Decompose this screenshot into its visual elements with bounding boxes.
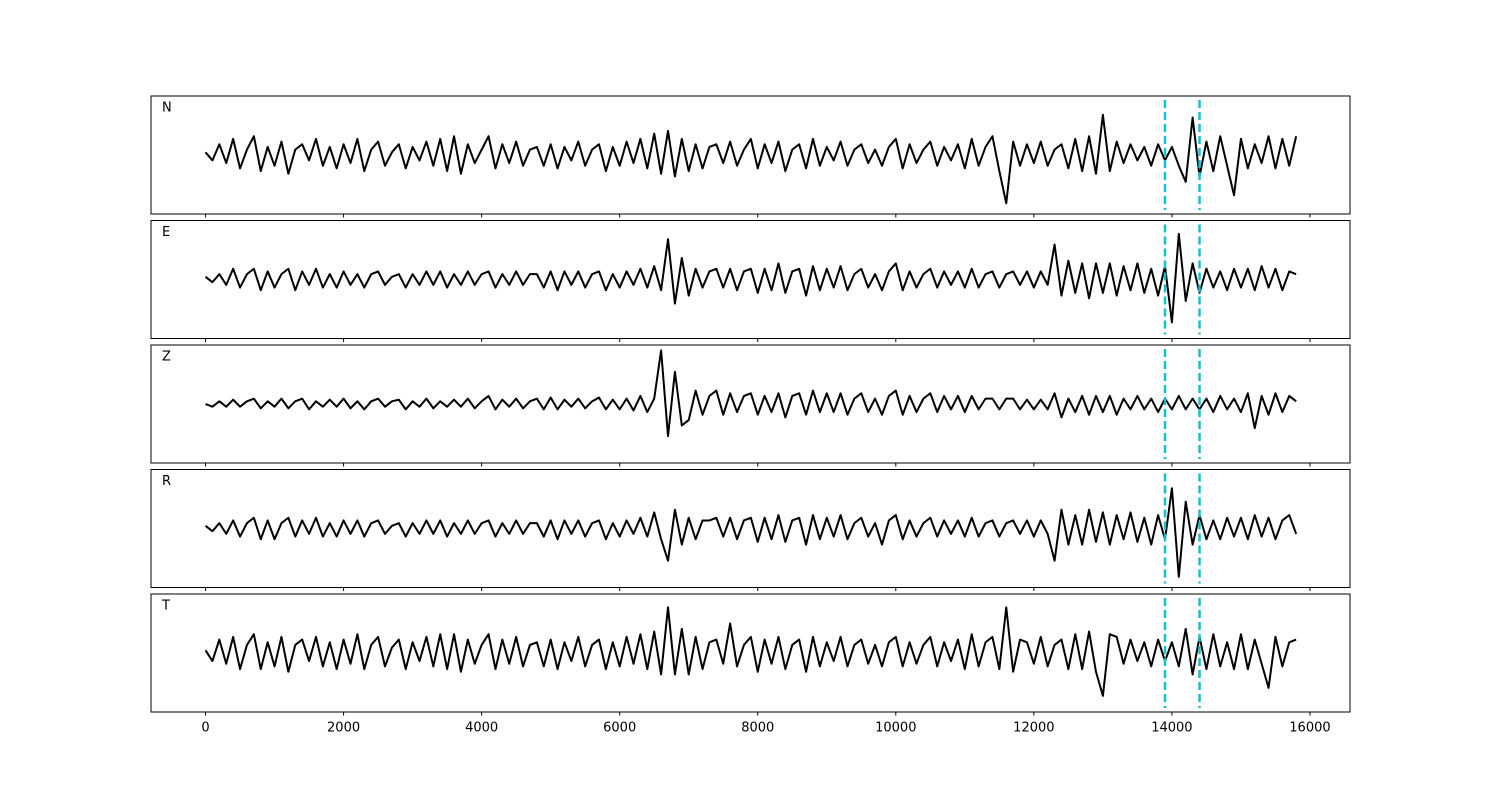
panel-frame — [150, 344, 1351, 464]
panel-frame — [150, 220, 1351, 339]
panel-label: Z — [162, 350, 171, 365]
x-tick-label: 14000 — [1151, 721, 1192, 736]
x-tick-label: 16000 — [1289, 721, 1330, 736]
panel-label: N — [162, 101, 172, 116]
panel-frame — [150, 593, 1351, 713]
x-tick-label: 8000 — [741, 721, 774, 736]
x-tick-label: 6000 — [603, 721, 636, 736]
x-tick-label: 10000 — [875, 721, 916, 736]
x-tick-label: 4000 — [465, 721, 498, 736]
x-tick-label: 2000 — [327, 721, 360, 736]
x-tick-label: 12000 — [1013, 721, 1054, 736]
panel-label: E — [162, 225, 170, 240]
panel-frame — [150, 469, 1351, 588]
x-tick-label: 0 — [201, 721, 209, 736]
trace — [204, 606, 1297, 697]
panel-label: T — [161, 599, 170, 614]
panel-label: R — [162, 474, 171, 489]
trace — [205, 349, 1297, 438]
panel-frame — [150, 95, 1351, 215]
trace — [204, 113, 1298, 205]
trace — [204, 232, 1297, 324]
trace — [204, 487, 1298, 578]
